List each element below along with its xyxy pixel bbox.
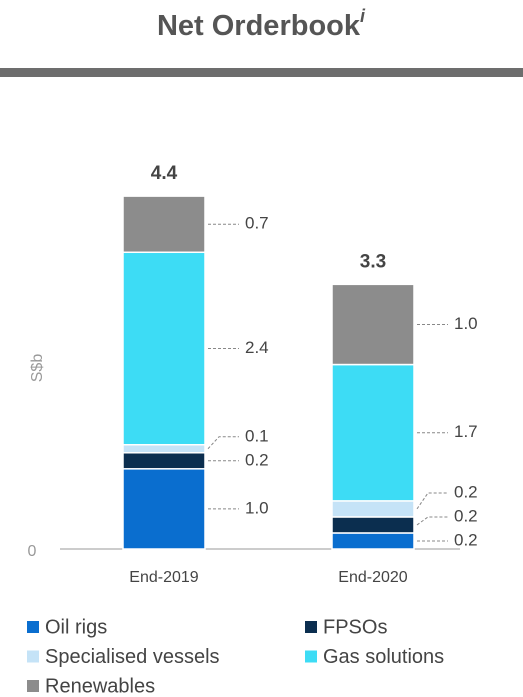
value-label: 0.2 (454, 482, 478, 501)
bar-segment (122, 443, 206, 454)
value-label: 0.2 (454, 506, 478, 525)
bar-segment (331, 363, 415, 502)
bar-segment (331, 532, 415, 550)
leader-line (416, 492, 448, 510)
legend-swatch (27, 650, 39, 663)
legend-swatch (27, 621, 39, 633)
y-axis-label: S$b (29, 354, 46, 383)
legend-swatch (305, 650, 317, 663)
legend-label: Oil rigs (45, 616, 107, 638)
value-label: 1.0 (245, 498, 269, 517)
bar-segment (331, 500, 415, 518)
legend-label: FPSOs (323, 616, 387, 638)
title-note: i (360, 6, 366, 26)
legend-label: Renewables (45, 675, 155, 697)
legend-swatch (27, 680, 39, 692)
legend-label: Specialised vessels (45, 646, 220, 668)
chart-title: Net Orderbooki (157, 6, 366, 42)
legend-label: Gas solutions (323, 646, 444, 668)
value-label: 0.1 (245, 426, 269, 445)
value-label: 1.7 (454, 422, 478, 441)
value-label: 0.7 (245, 214, 269, 233)
bar-segment (122, 468, 206, 550)
value-label: 0.2 (454, 530, 478, 549)
value-label: 0.2 (245, 450, 269, 469)
leader-line (207, 436, 239, 450)
x-tick-label: End-2019 (129, 569, 198, 586)
bar-segment (331, 283, 415, 366)
x-tick-label: End-2020 (338, 569, 407, 586)
bar-segment (331, 516, 415, 534)
leader-line (416, 516, 448, 526)
title-text: Net Orderbook (157, 10, 361, 42)
bar-segment (122, 452, 206, 470)
legend-swatch (305, 621, 317, 633)
y-tick-label: 0 (28, 543, 37, 560)
value-label: 1.0 (454, 314, 478, 333)
value-label: 2.4 (245, 338, 269, 357)
total-label: 3.3 (360, 251, 386, 272)
bar-segment (122, 251, 206, 446)
total-label: 4.4 (151, 163, 178, 184)
header-rule (0, 68, 523, 77)
bar-segment (122, 195, 206, 254)
